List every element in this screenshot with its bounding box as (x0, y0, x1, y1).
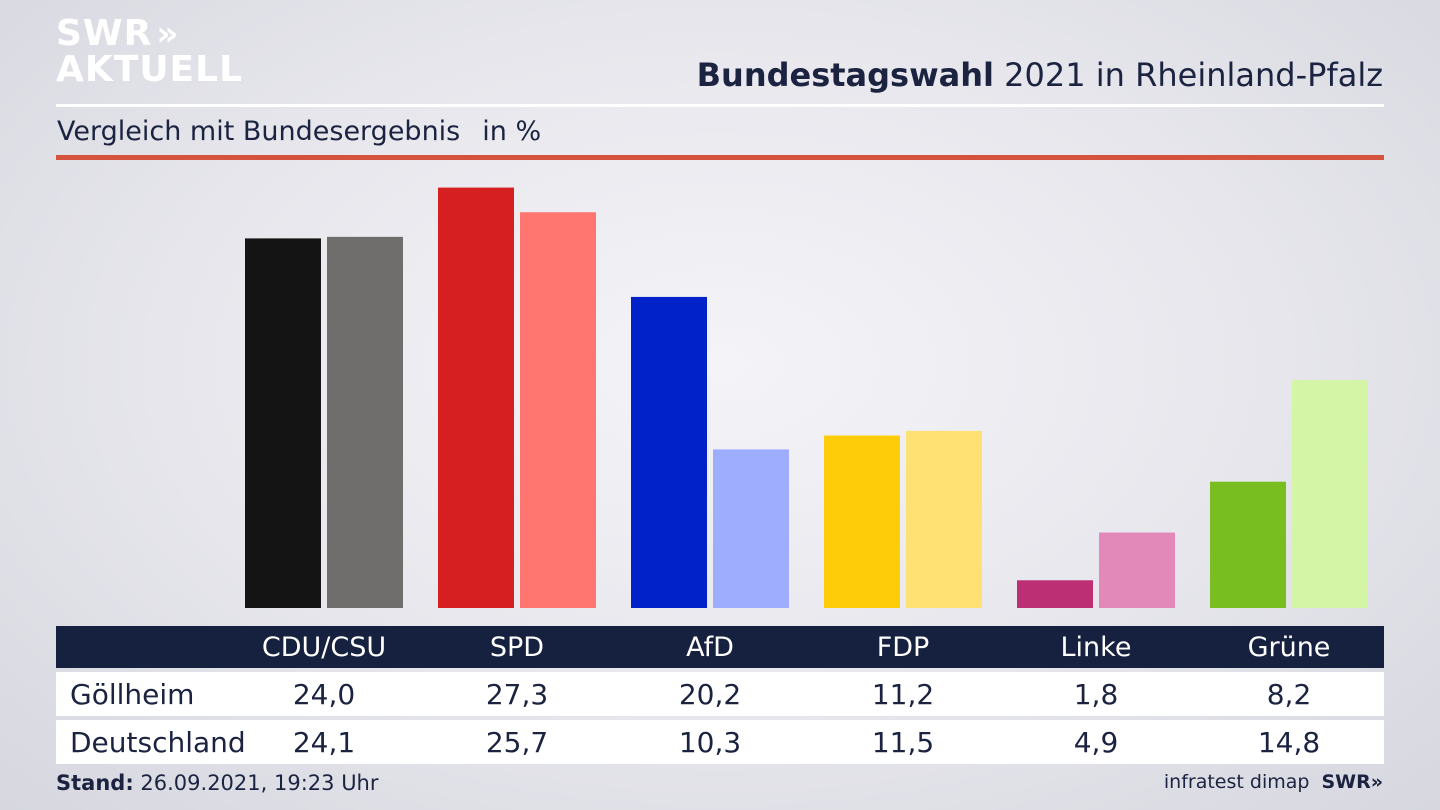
bar-chart (245, 187, 1368, 609)
footer-credits: infratest dimap SWR» (1164, 771, 1383, 793)
table-cell: 20,2 (678, 677, 742, 711)
bar-linke-local (1017, 580, 1093, 608)
chart-subtitle: Vergleich mit Bundesergebnis in % (57, 116, 541, 147)
bar-cdu-csu-national (327, 236, 403, 609)
table-cell: 1,8 (1073, 677, 1119, 711)
bar-afd-national (713, 449, 789, 608)
bar-spd-national (520, 212, 596, 608)
bar-cdu-csu-local (245, 238, 321, 608)
table-cell: 24,0 (292, 677, 356, 711)
footer-chevrons-icon: » (1370, 771, 1383, 793)
stand-label: Stand: (56, 771, 134, 795)
swr-aktuell-logo: SWR» AKTUELL (56, 16, 243, 88)
column-header: Grüne (1247, 631, 1331, 663)
footer-swr-logo: SWR» (1321, 771, 1383, 793)
title-bold: Bundestagswahl (696, 56, 994, 94)
subtitle-unit: in % (482, 116, 542, 147)
row-label: Deutschland (70, 725, 246, 759)
table-row: Göllheim 24,0 27,3 20,2 11,2 1,8 8,2 (56, 672, 1384, 716)
logo-line-2: AKTUELL (56, 49, 244, 90)
bar-fdp-local (824, 435, 900, 608)
bar-gr-ne-national (1292, 380, 1368, 608)
subtitle-text: Vergleich mit Bundesergebnis (57, 116, 461, 147)
column-header: AfD (686, 631, 734, 663)
table-cell: 25,7 (485, 725, 549, 759)
column-header: CDU/CSU (261, 631, 387, 663)
table-cell: 27,3 (485, 677, 549, 711)
bar-afd-local (631, 296, 707, 608)
stand-value: 26.09.2021, 19:23 Uhr (140, 771, 379, 795)
bar-linke-national (1099, 532, 1175, 608)
title-rest: 2021 in Rheinland-Pfalz (1004, 56, 1383, 94)
timestamp: Stand: 26.09.2021, 19:23 Uhr (56, 771, 379, 795)
table-cell: 14,8 (1257, 725, 1321, 759)
row-label: Göllheim (70, 677, 195, 711)
table-cell: 24,1 (292, 725, 356, 759)
bar-fdp-national (906, 430, 982, 608)
page-title: Bundestagswahl 2021 in Rheinland-Pfalz (697, 56, 1383, 94)
column-header: FDP (876, 631, 930, 663)
column-header: Linke (1060, 631, 1132, 663)
subtitle-divider (56, 155, 1384, 160)
table-cell: 8,2 (1266, 677, 1312, 711)
footer-brand: SWR (1321, 771, 1371, 793)
bar-gr-ne-local (1210, 481, 1286, 608)
table-cell: 4,9 (1073, 725, 1119, 759)
logo-line-1: SWR (56, 13, 153, 54)
table-cell: 11,2 (871, 677, 935, 711)
column-header: SPD (489, 631, 545, 663)
table-header: CDU/CSU SPD AfD FDP Linke Grüne (56, 626, 1384, 668)
table-row: Deutschland 24,1 25,7 10,3 11,5 4,9 14,8 (56, 720, 1384, 764)
bar-spd-local (438, 187, 514, 608)
table-cell: 11,5 (871, 725, 935, 759)
results-table: CDU/CSU SPD AfD FDP Linke Grüne Göllheim 24,0… (56, 626, 1384, 764)
source-label: infratest dimap (1163, 771, 1310, 793)
table-cell: 10,3 (678, 725, 742, 759)
title-divider (56, 104, 1384, 107)
